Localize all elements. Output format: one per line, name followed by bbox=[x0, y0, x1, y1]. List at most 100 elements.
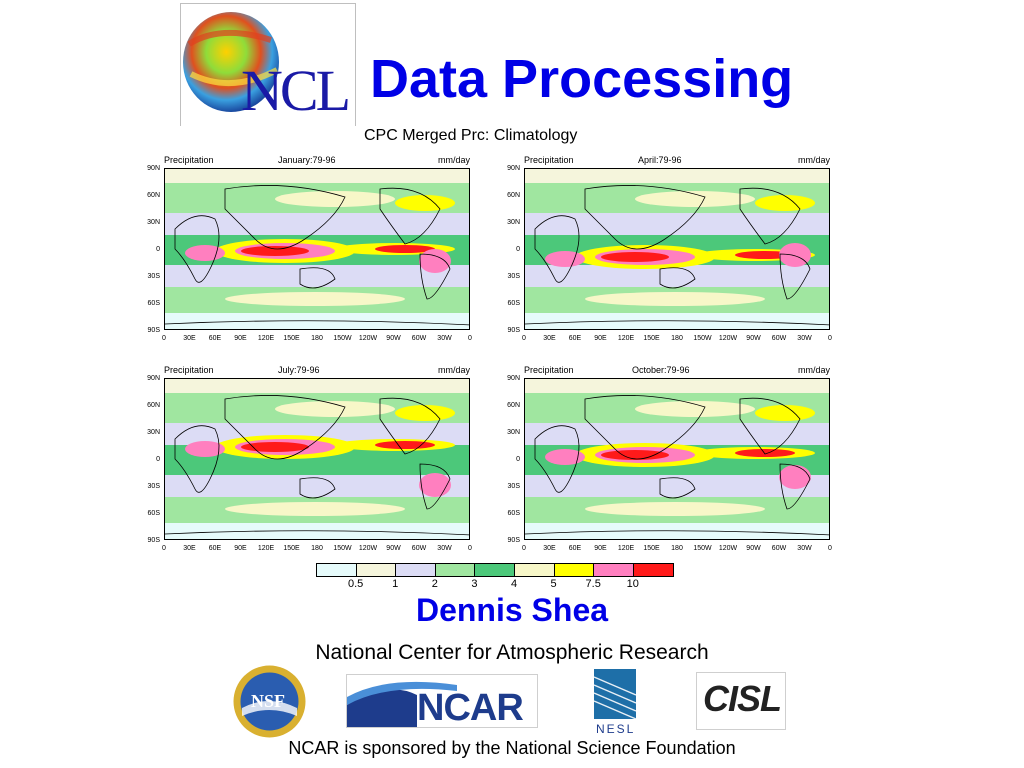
map-panel: Precipitation July:79-96 mm/day 90N 60N 30N 0 3… bbox=[140, 365, 472, 561]
cisl-wordmark: CISL bbox=[703, 678, 782, 719]
panel-period: April:79-96 bbox=[638, 155, 682, 165]
nesl-wordmark: NESL bbox=[596, 722, 636, 736]
panel-variable: Precipitation bbox=[524, 155, 574, 165]
lon-tick-label: 0 bbox=[522, 335, 526, 342]
lon-tick-label: 180 bbox=[671, 545, 683, 552]
colorbar-swatch bbox=[633, 564, 674, 576]
lon-tick-label: 150E bbox=[643, 545, 660, 552]
lon-tick-label: 60W bbox=[411, 335, 427, 342]
map-panel: Precipitation April:79-96 mm/day 90N 60N 30N 0… bbox=[500, 155, 832, 351]
lon-tick-label: 0 bbox=[162, 335, 166, 342]
lon-tick-label: 180 bbox=[311, 545, 323, 552]
nsf-logo: NSF bbox=[232, 664, 307, 739]
nesl-logo: NESL bbox=[590, 665, 640, 737]
colorbar-swatch bbox=[594, 564, 634, 576]
lon-tick-label: 30E bbox=[183, 545, 196, 552]
lon-tick-label: 120E bbox=[257, 335, 275, 342]
colorbar-label: 4 bbox=[510, 578, 518, 590]
lon-tick-label: 90W bbox=[386, 545, 401, 552]
lat-tick-label: 90N bbox=[507, 165, 520, 172]
lon-tick-label: 0 bbox=[162, 545, 166, 552]
lat-tick-label: 60N bbox=[147, 192, 160, 199]
cisl-logo: CISL bbox=[696, 672, 786, 730]
lon-tick-label: 90E bbox=[594, 335, 607, 342]
lon-tick-label: 30W bbox=[437, 335, 452, 342]
lon-tick-label: 0 bbox=[468, 335, 472, 342]
lat-tick-label: 30N bbox=[507, 219, 520, 226]
lon-tick-label: 30W bbox=[437, 545, 452, 552]
lat-tick-label: 30N bbox=[147, 429, 160, 436]
precipitation-figure: CPC Merged Prc: Climatology Precipitatio… bbox=[138, 126, 852, 586]
lat-tick-label: 90N bbox=[147, 165, 160, 172]
lon-tick-label: 120W bbox=[718, 335, 738, 342]
lon-tick-label: 30E bbox=[543, 335, 556, 342]
lat-tick-label: 90S bbox=[147, 327, 160, 334]
lon-tick-label: 120W bbox=[718, 545, 738, 552]
lat-tick-label: 30N bbox=[507, 429, 520, 436]
lat-tick-label: 30S bbox=[147, 483, 160, 490]
precipitation-map bbox=[164, 378, 470, 540]
panel-units: mm/day bbox=[797, 365, 830, 375]
panel-units: mm/day bbox=[437, 365, 470, 375]
ncl-logo: NCL bbox=[180, 3, 356, 129]
panel-variable: Precipitation bbox=[164, 365, 214, 375]
lon-tick-label: 150W bbox=[333, 335, 352, 342]
lon-tick-label: 90E bbox=[594, 545, 607, 552]
lon-tick-label: 150E bbox=[283, 335, 300, 342]
lon-tick-label: 150W bbox=[693, 545, 712, 552]
lat-tick-label: 0 bbox=[516, 246, 520, 253]
lon-tick-label: 60W bbox=[411, 545, 427, 552]
panel-period: January:79-96 bbox=[278, 155, 336, 165]
lon-tick-label: 90E bbox=[234, 545, 247, 552]
ncl-wordmark: NCL bbox=[241, 58, 351, 123]
ncar-logo: NCAR bbox=[346, 674, 538, 728]
panel-units: mm/day bbox=[797, 155, 830, 165]
author-name: Dennis Shea bbox=[415, 592, 609, 628]
lat-tick-label: 30S bbox=[147, 273, 160, 280]
colorbar-label: 2 bbox=[431, 578, 438, 590]
lon-tick-label: 60E bbox=[208, 545, 222, 552]
panel-period: October:79-96 bbox=[632, 365, 690, 375]
lat-tick-label: 60S bbox=[147, 510, 160, 517]
lon-tick-label: 30W bbox=[797, 545, 812, 552]
lon-tick-label: 0 bbox=[828, 545, 832, 552]
lon-tick-label: 60E bbox=[568, 335, 582, 342]
lat-tick-label: 60S bbox=[507, 510, 520, 517]
lon-tick-label: 60E bbox=[208, 335, 222, 342]
lon-tick-label: 30E bbox=[183, 335, 196, 342]
panel-period: July:79-96 bbox=[278, 365, 320, 375]
ncar-swoosh-icon bbox=[347, 681, 457, 727]
lon-tick-label: 90W bbox=[746, 335, 761, 342]
lat-tick-label: 60S bbox=[507, 300, 520, 307]
slide-title: Data Processing bbox=[370, 49, 794, 109]
lon-tick-label: 150E bbox=[643, 335, 660, 342]
lat-tick-label: 0 bbox=[156, 246, 160, 253]
colorbar-swatch bbox=[317, 564, 357, 576]
institution-name: National Center for Atmospheric Research bbox=[315, 641, 709, 664]
lon-tick-label: 60W bbox=[771, 545, 787, 552]
panel-variable: Precipitation bbox=[164, 155, 214, 165]
colorbar-label: 3 bbox=[471, 578, 478, 590]
colorbar-label: 10 bbox=[626, 578, 639, 590]
lat-tick-label: 0 bbox=[516, 456, 520, 463]
colorbar-swatch bbox=[514, 564, 555, 576]
lat-tick-label: 90S bbox=[507, 327, 520, 334]
lat-tick-label: 30S bbox=[507, 273, 520, 280]
lat-tick-label: 60N bbox=[507, 402, 520, 409]
lon-tick-label: 150W bbox=[333, 545, 352, 552]
lat-tick-label: 60N bbox=[147, 402, 160, 409]
sponsor-note: NCAR is sponsored by the National Scienc… bbox=[288, 738, 736, 758]
lon-tick-label: 90W bbox=[386, 335, 401, 342]
lon-tick-label: 90W bbox=[746, 545, 761, 552]
lon-tick-label: 120W bbox=[358, 545, 378, 552]
lon-tick-label: 120E bbox=[257, 545, 275, 552]
lon-tick-label: 150E bbox=[283, 545, 300, 552]
lon-tick-label: 0 bbox=[468, 545, 472, 552]
lon-tick-label: 60E bbox=[568, 545, 582, 552]
lat-tick-label: 0 bbox=[156, 456, 160, 463]
lon-tick-label: 120W bbox=[358, 335, 378, 342]
map-panel: Precipitation October:79-96 mm/day 90N 60N 30… bbox=[500, 365, 832, 561]
lon-tick-label: 120E bbox=[617, 335, 635, 342]
colorbar-swatch bbox=[356, 564, 397, 576]
colorbar-label: 7.5 bbox=[585, 578, 601, 590]
